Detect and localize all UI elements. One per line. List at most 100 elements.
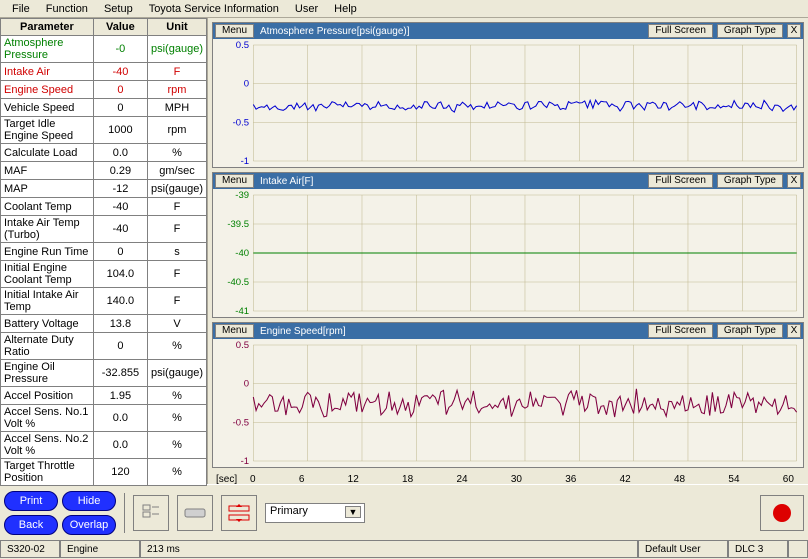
svg-text:-39.5: -39.5 xyxy=(227,219,249,229)
parameter-table: ParameterValueUnit Atmosphere Pressure-0… xyxy=(0,18,207,486)
param-unit: F xyxy=(148,288,207,315)
col-value: Value xyxy=(93,19,147,36)
param-unit: % xyxy=(148,459,207,486)
param-row[interactable]: Engine Run Time0s xyxy=(1,243,207,261)
param-value: 0 xyxy=(93,99,147,117)
x-tick: 48 xyxy=(674,474,685,485)
param-name: Accel Sens. No.1 Volt % xyxy=(1,405,94,432)
svg-text:-39: -39 xyxy=(235,190,249,200)
chart-menu-button[interactable]: Menu xyxy=(215,24,254,38)
status-latency: 213 ms xyxy=(140,541,638,558)
param-row[interactable]: Initial Intake Air Temp140.0F xyxy=(1,288,207,315)
chart-titlebar: MenuEngine Speed[rpm]Full Screen Graph Ty… xyxy=(213,323,803,339)
svg-text:0.5: 0.5 xyxy=(236,340,249,350)
chart-close-button[interactable]: X xyxy=(787,24,801,38)
param-unit: % xyxy=(148,144,207,162)
expand-icon[interactable] xyxy=(221,495,257,531)
chart-box: MenuEngine Speed[rpm]Full Screen Graph Ty… xyxy=(212,322,804,468)
param-row[interactable]: Engine Oil Pressure-32.855psi(gauge) xyxy=(1,360,207,387)
col-parameter: Parameter xyxy=(1,19,94,36)
param-unit: psi(gauge) xyxy=(148,360,207,387)
menu-toyota-service-information[interactable]: Toyota Service Information xyxy=(141,1,287,17)
param-name: Coolant Temp xyxy=(1,198,94,216)
menu-setup[interactable]: Setup xyxy=(96,1,141,17)
param-row[interactable]: Atmosphere Pressure-0psi(gauge) xyxy=(1,36,207,63)
param-value: -0 xyxy=(93,36,147,63)
hide-button[interactable]: Hide xyxy=(62,491,116,511)
param-value: 120 xyxy=(93,459,147,486)
param-row[interactable]: Battery Voltage13.8V xyxy=(1,315,207,333)
x-tick: 6 xyxy=(299,474,305,485)
graphtype-button[interactable]: Graph Type xyxy=(717,174,783,188)
x-tick: 0 xyxy=(250,474,256,485)
menu-file[interactable]: File xyxy=(4,1,38,17)
record-button[interactable] xyxy=(760,495,804,531)
svg-text:0: 0 xyxy=(244,379,249,389)
svg-text:-0.5: -0.5 xyxy=(233,118,249,128)
chart-close-button[interactable]: X xyxy=(787,324,801,338)
chart-titlebar: MenuIntake Air[F]Full Screen Graph Type X xyxy=(213,173,803,189)
param-value: 0.0 xyxy=(93,144,147,162)
param-row[interactable]: Target Throttle Position120% xyxy=(1,459,207,486)
param-row[interactable]: Coolant Temp-40F xyxy=(1,198,207,216)
back-button[interactable]: Back xyxy=(4,515,58,535)
x-tick: 54 xyxy=(728,474,739,485)
param-row[interactable]: Calculate Load0.0% xyxy=(1,144,207,162)
chart-close-button[interactable]: X xyxy=(787,174,801,188)
print-button[interactable]: Print xyxy=(4,491,58,511)
param-row[interactable]: Vehicle Speed0MPH xyxy=(1,99,207,117)
param-row[interactable]: Alternate Duty Ratio0% xyxy=(1,333,207,360)
chart-title: Engine Speed[rpm] xyxy=(256,326,646,337)
param-row[interactable]: MAF0.29gm/sec xyxy=(1,162,207,180)
param-name: Initial Engine Coolant Temp xyxy=(1,261,94,288)
fullscreen-button[interactable]: Full Screen xyxy=(648,174,713,188)
x-axis-ticks: 06121824303642485460 xyxy=(250,474,804,485)
status-end xyxy=(788,541,808,558)
chart-menu-button[interactable]: Menu xyxy=(215,324,254,338)
param-row[interactable]: Target Idle Engine Speed1000rpm xyxy=(1,117,207,144)
param-name: Calculate Load xyxy=(1,144,94,162)
param-row[interactable]: Intake Air-40F xyxy=(1,63,207,81)
param-unit: F xyxy=(148,216,207,243)
x-tick: 12 xyxy=(348,474,359,485)
chart-title: Intake Air[F] xyxy=(256,176,646,187)
param-row[interactable]: Initial Engine Coolant Temp104.0F xyxy=(1,261,207,288)
param-row[interactable]: Accel Position1.95% xyxy=(1,387,207,405)
chart-body: 0.50-0.5-1 xyxy=(213,339,803,467)
fullscreen-button[interactable]: Full Screen xyxy=(648,24,713,38)
status-dlc: DLC 3 xyxy=(728,541,788,558)
svg-text:-1: -1 xyxy=(241,456,249,466)
param-name: Initial Intake Air Temp xyxy=(1,288,94,315)
param-name: Alternate Duty Ratio xyxy=(1,333,94,360)
param-row[interactable]: MAP-12psi(gauge) xyxy=(1,180,207,198)
chart-box: MenuAtmosphere Pressure[psi(gauge)]Full … xyxy=(212,22,804,168)
menu-user[interactable]: User xyxy=(287,1,326,17)
param-row[interactable]: Accel Sens. No.2 Volt %0.0% xyxy=(1,432,207,459)
param-row[interactable]: Engine Speed0rpm xyxy=(1,81,207,99)
param-value: -32.855 xyxy=(93,360,147,387)
param-unit: F xyxy=(148,63,207,81)
graphtype-button[interactable]: Graph Type xyxy=(717,324,783,338)
param-name: MAP xyxy=(1,180,94,198)
record-icon xyxy=(773,504,791,522)
chart-menu-button[interactable]: Menu xyxy=(215,174,254,188)
svg-text:0.5: 0.5 xyxy=(236,40,249,50)
param-row[interactable]: Accel Sens. No.1 Volt %0.0% xyxy=(1,405,207,432)
param-name: Engine Speed xyxy=(1,81,94,99)
overlap-button[interactable]: Overlap xyxy=(62,515,116,535)
tool-icon[interactable] xyxy=(177,495,213,531)
chart-title: Atmosphere Pressure[psi(gauge)] xyxy=(256,26,646,37)
param-row[interactable]: Intake Air Temp (Turbo)-40F xyxy=(1,216,207,243)
fullscreen-button[interactable]: Full Screen xyxy=(648,324,713,338)
graphtype-button[interactable]: Graph Type xyxy=(717,24,783,38)
param-value: 0.29 xyxy=(93,162,147,180)
svg-text:-40: -40 xyxy=(235,248,249,258)
param-name: Engine Oil Pressure xyxy=(1,360,94,387)
mode-dropdown[interactable]: Primary xyxy=(265,503,365,523)
param-unit: rpm xyxy=(148,81,207,99)
menu-help[interactable]: Help xyxy=(326,1,365,17)
menu-function[interactable]: Function xyxy=(38,1,96,17)
list-view-icon[interactable] xyxy=(133,495,169,531)
param-unit: % xyxy=(148,432,207,459)
status-system: Engine xyxy=(60,541,140,558)
